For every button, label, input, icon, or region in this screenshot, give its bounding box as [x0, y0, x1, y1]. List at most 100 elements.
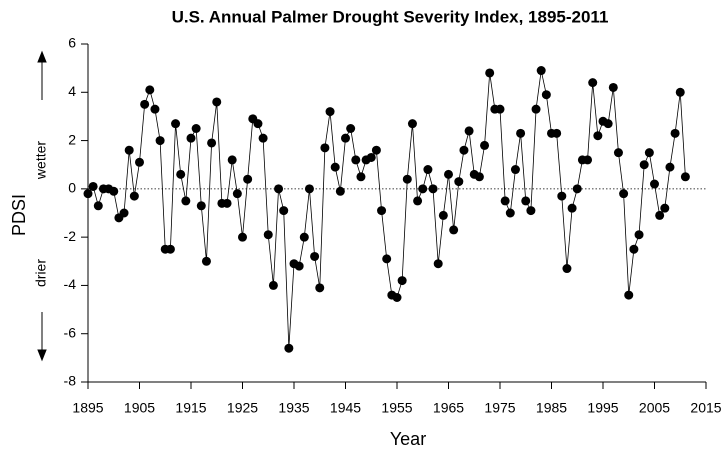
data-point: [639, 160, 649, 170]
data-point: [155, 136, 165, 146]
chart-title: U.S. Annual Palmer Drought Severity Inde…: [172, 7, 609, 26]
data-point: [165, 244, 175, 254]
data-point: [562, 264, 572, 274]
data-point: [222, 198, 232, 208]
data-point: [459, 145, 469, 155]
annotation: wetter: [33, 141, 49, 180]
data-point: [351, 155, 361, 165]
data-point: [258, 133, 268, 143]
data-point: [207, 138, 217, 148]
data-point: [572, 184, 582, 194]
data-point: [407, 119, 417, 129]
data-point: [196, 201, 206, 211]
data-point: [140, 99, 150, 109]
data-point: [201, 256, 211, 266]
arrow-down: [37, 312, 47, 362]
x-tick-label: 2005: [639, 400, 670, 416]
data-point: [392, 293, 402, 302]
data-point: [485, 68, 495, 78]
x-tick-label: 1925: [227, 400, 258, 416]
data-point: [644, 148, 654, 158]
data-point: [536, 66, 546, 76]
data-point: [665, 162, 675, 172]
y-tick-label: -6: [64, 324, 77, 340]
data-point: [346, 124, 356, 133]
data-line: [87, 70, 686, 349]
data-point: [675, 87, 685, 97]
data-point: [268, 280, 278, 290]
x-tick-label: 1975: [484, 400, 515, 416]
data-point: [263, 230, 273, 240]
data-point: [413, 196, 423, 206]
data-point: [212, 97, 222, 107]
data-point: [171, 119, 181, 129]
data-point: [474, 172, 484, 182]
data-point: [83, 189, 93, 199]
x-tick-label: 2015: [690, 400, 721, 416]
data-point: [176, 169, 186, 179]
data-point: [613, 148, 623, 158]
data-point: [150, 104, 160, 114]
data-point: [438, 210, 448, 220]
x-tick-label: 1995: [587, 400, 618, 416]
data-point: [186, 133, 196, 143]
data-point: [500, 196, 510, 206]
x-tick-label: 1935: [278, 400, 309, 416]
y-tick-label: -2: [64, 228, 77, 244]
x-tick-label: 1985: [536, 400, 567, 416]
data-point: [557, 191, 567, 201]
data-point: [253, 119, 263, 129]
data-point: [181, 196, 191, 206]
data-point: [608, 82, 618, 92]
data-point: [593, 131, 603, 141]
data-point: [320, 143, 330, 153]
data-point: [660, 203, 670, 213]
data-point: [428, 184, 438, 194]
data-point: [356, 172, 366, 182]
x-tick-label: 1895: [72, 400, 103, 416]
data-point: [191, 124, 201, 133]
data-point: [382, 254, 392, 264]
data-point: [541, 90, 551, 100]
data-point: [299, 232, 309, 242]
y-tick-label: 6: [68, 35, 76, 51]
x-tick-label: 1915: [175, 400, 206, 416]
y-tick-label: 2: [68, 131, 76, 147]
data-point: [279, 206, 289, 216]
data-point: [310, 251, 320, 261]
data-point: [629, 244, 639, 254]
data-point: [464, 126, 474, 136]
data-point: [227, 155, 237, 165]
data-point: [583, 155, 593, 165]
y-axis-label: PDSI: [9, 194, 29, 236]
y-tick-label: -4: [64, 276, 77, 292]
data-point: [284, 343, 294, 353]
data-point: [341, 133, 350, 143]
data-point: [119, 208, 129, 218]
y-tick-label: -8: [64, 373, 77, 389]
data-point: [330, 162, 340, 172]
x-tick-label: 1955: [381, 400, 412, 416]
x-tick-label: 1965: [433, 400, 464, 416]
data-point: [135, 157, 144, 167]
data-point: [145, 85, 155, 95]
data-point: [510, 165, 520, 175]
data-point: [505, 208, 515, 218]
data-point: [418, 184, 428, 194]
data-point: [397, 276, 407, 286]
data-point: [325, 107, 335, 117]
data-point: [335, 186, 345, 196]
data-point: [129, 191, 139, 201]
data-point: [521, 196, 531, 206]
x-tick-label: 1905: [124, 400, 155, 416]
data-point: [650, 179, 659, 189]
data-point: [495, 104, 505, 114]
data-point: [526, 206, 536, 216]
annotation: drier: [33, 259, 49, 287]
data-point: [531, 104, 541, 114]
data-point: [552, 128, 562, 138]
data-point: [238, 232, 247, 242]
data-point: [124, 145, 134, 155]
data-point: [670, 128, 680, 138]
data-point: [366, 152, 376, 162]
